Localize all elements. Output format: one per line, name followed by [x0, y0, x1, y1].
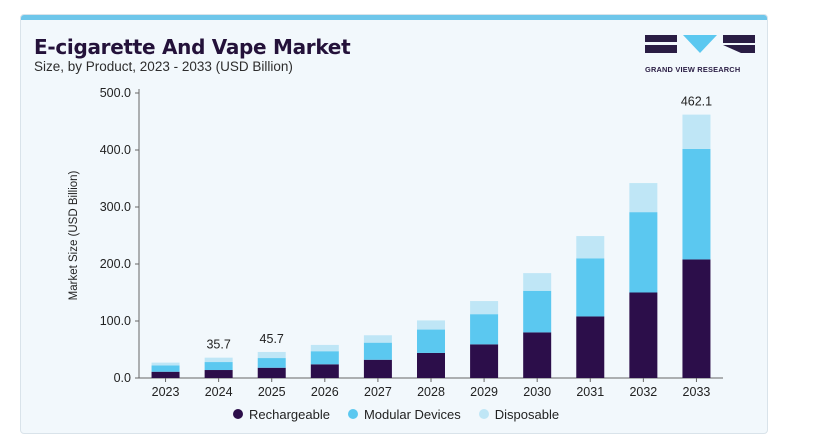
- chart-labels: 35.7 45.7 462.1: [206, 95, 712, 352]
- bar-rechargeable-2033: [682, 259, 711, 378]
- data-label-2033: 462.1: [681, 95, 712, 109]
- bar-modular-devices-2032: [629, 212, 658, 293]
- y-tick-label: 200.0: [100, 257, 131, 271]
- legend-swatch-disposable: [478, 409, 489, 419]
- bar-modular-devices-2027: [363, 342, 392, 360]
- x-tick-label: 2031: [576, 385, 604, 399]
- legend-swatch-rechargeable: [233, 409, 243, 419]
- bar-modular-devices-2024: [204, 362, 233, 371]
- bar-rechargeable-2028: [417, 352, 445, 378]
- bar-disposable-2033: [682, 114, 711, 149]
- x-tick-label: 2030: [523, 385, 551, 399]
- x-tick-label: 2025: [258, 385, 286, 399]
- bar-disposable-2028: [417, 320, 445, 330]
- chart-axes: 0.0 100.0 200.0 300.0 400.0 500.0 Market Size …: [68, 86, 723, 399]
- bar-rechargeable-2025: [257, 367, 286, 378]
- bar-rechargeable-2030: [523, 332, 552, 378]
- bar-disposable-2031: [576, 236, 605, 259]
- bar-modular-devices-2028: [417, 329, 445, 353]
- y-tick-label: 100.0: [100, 314, 131, 328]
- accent-bar: [21, 15, 767, 20]
- y-tick-label: 0.0: [114, 371, 131, 385]
- bar-rechargeable-2026: [310, 364, 339, 378]
- legend-item-modular: Modular Devices: [347, 406, 461, 422]
- bar-rechargeable-2032: [629, 292, 658, 378]
- brand-name: GRAND VIEW RESEARCH: [645, 65, 741, 74]
- bar-disposable-2027: [363, 335, 392, 343]
- y-tick-label: 300.0: [100, 200, 131, 214]
- bar-rechargeable-2031: [576, 316, 605, 378]
- bar-disposable-2026: [310, 344, 339, 352]
- x-tick-label: 2032: [629, 385, 657, 399]
- x-tick-label: 2033: [683, 385, 711, 399]
- legend-item-disposable: Disposable: [478, 406, 560, 422]
- legend-item-rechargeable: Rechargeable: [233, 407, 330, 422]
- bar-disposable-2029: [470, 301, 499, 315]
- x-tick-label: 2027: [364, 385, 392, 399]
- stacked-bar-chart: 0.0 100.0 200.0 300.0 400.0 500.0 Market Size …: [68, 86, 723, 399]
- y-axis-label: Market Size (USD Billion): [68, 170, 80, 300]
- bar-modular-devices-2033: [682, 148, 711, 260]
- bar-disposable-2024: [204, 357, 233, 363]
- data-label-2025: 45.7: [260, 332, 284, 346]
- chart-subtitle: Size, by Product, 2023 - 2033 (USD Billi…: [34, 59, 293, 74]
- x-tick-label: 2026: [311, 385, 339, 399]
- bar-modular-devices-2029: [470, 314, 499, 345]
- bar-rechargeable-2023: [151, 371, 180, 378]
- bar-rechargeable-2024: [204, 370, 233, 378]
- x-tick-label: 2029: [470, 385, 498, 399]
- bar-disposable-2023: [151, 362, 180, 366]
- bar-rechargeable-2027: [363, 359, 392, 378]
- legend-swatch-modular: [347, 409, 358, 419]
- x-tick-label: 2028: [417, 385, 445, 399]
- legend-label-rechargeable: Rechargeable: [249, 406, 330, 422]
- chart-bars: [151, 114, 711, 378]
- bar-modular-devices-2025: [257, 358, 286, 368]
- bar-modular-devices-2026: [310, 351, 339, 365]
- logo-mark-icon: [645, 35, 755, 53]
- chart-title: E-cigarette And Vape Market: [34, 35, 351, 59]
- bar-disposable-2025: [257, 351, 286, 359]
- x-tick-label: 2023: [152, 385, 180, 399]
- data-label-2024: 35.7: [206, 338, 230, 352]
- bar-disposable-2032: [629, 183, 658, 213]
- bar-modular-devices-2023: [151, 365, 180, 372]
- bar-modular-devices-2031: [576, 258, 605, 317]
- bar-rechargeable-2029: [470, 344, 499, 378]
- legend-label-disposable: Disposable: [494, 406, 560, 422]
- x-tick-label: 2024: [205, 385, 233, 399]
- bar-disposable-2030: [523, 273, 552, 291]
- legend-label-modular: Modular Devices: [363, 406, 461, 422]
- chart-card: E-cigarette And Vape Market Size, by Pro…: [20, 14, 768, 434]
- bar-modular-devices-2030: [523, 290, 552, 333]
- y-tick-label: 500.0: [100, 86, 131, 100]
- y-tick-label: 400.0: [100, 143, 131, 157]
- grand-view-research-logo: GRAND VIEW RESEARCH: [645, 35, 755, 79]
- chart-legend: Rechargeable Modular Devices Disposable: [233, 405, 559, 423]
